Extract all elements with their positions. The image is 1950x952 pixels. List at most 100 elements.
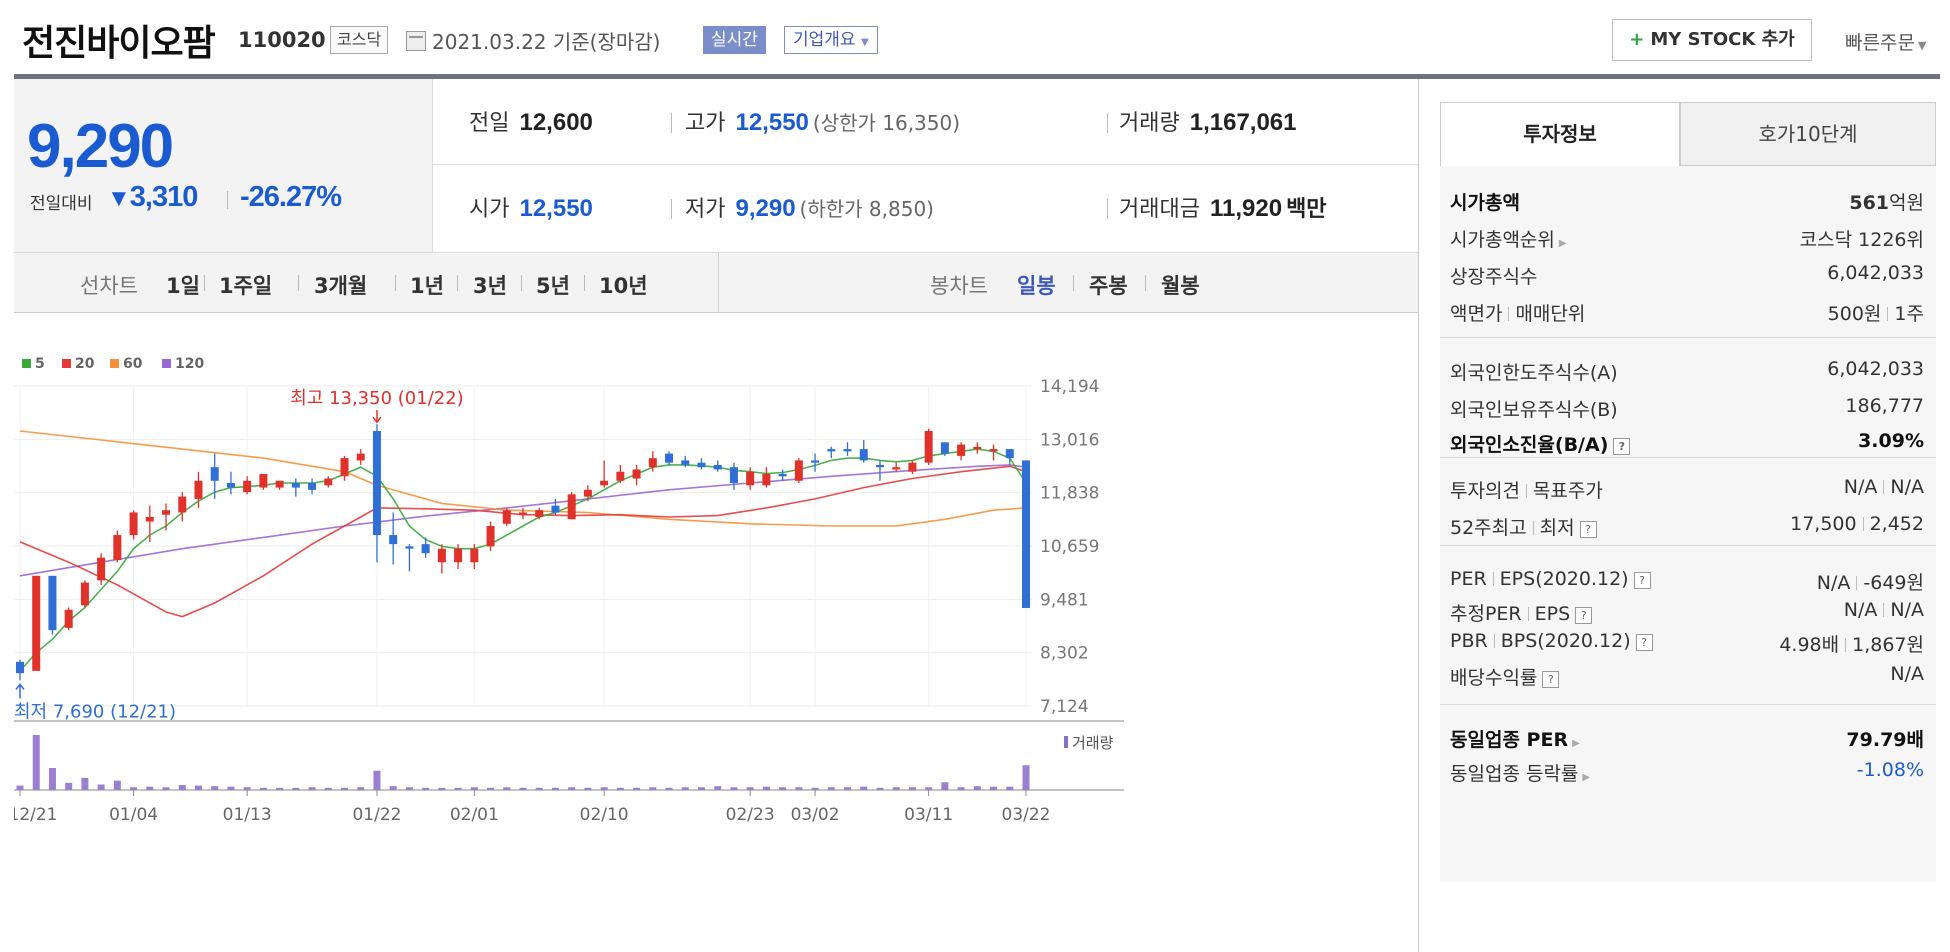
- high-label: 고가: [685, 111, 726, 136]
- chart-svg: 5 20 60 120 14,194 13,016 11,838 10,659 9,481 8,3…: [14, 356, 1124, 825]
- est-eps-text: EPS: [1534, 603, 1571, 625]
- dividend-text: 배당수익률: [1450, 667, 1538, 689]
- ma120-line: [19, 464, 1027, 577]
- divider: [298, 275, 299, 291]
- panel-divider: [1418, 79, 1419, 952]
- tab-invest-info[interactable]: 투자정보: [1440, 102, 1680, 166]
- trade-unit-text: 매매단위: [1515, 303, 1586, 325]
- help-icon[interactable]: ?: [1613, 438, 1631, 455]
- realtime-button[interactable]: 실시간: [703, 26, 766, 54]
- foreign-ratio-label: 외국인소진율(B/A)?: [1450, 430, 1631, 457]
- volume-cell: 거래량 1,167,061: [1119, 105, 1297, 137]
- candle-body: [210, 467, 219, 481]
- candle-body: [924, 430, 933, 463]
- help-icon[interactable]: ?: [1542, 671, 1560, 688]
- period-1y[interactable]: 1년: [410, 274, 444, 298]
- divider: [718, 253, 719, 313]
- row-divider: [433, 252, 1418, 253]
- candle-body: [1005, 449, 1014, 459]
- foreign-ratio-row: 외국인소진율(B/A)? 3.09%: [1450, 430, 1924, 460]
- period-3m[interactable]: 3개월: [314, 274, 368, 298]
- help-icon[interactable]: ?: [1579, 521, 1597, 538]
- x-tick-label: 02/01: [450, 805, 499, 825]
- market-cap-rank-row[interactable]: 시가총액순위 ▶ 코스닥 1226위: [1450, 225, 1924, 255]
- volume-label: 거래량: [1119, 111, 1180, 136]
- tab-orderbook-10[interactable]: 호가10단계: [1680, 102, 1936, 166]
- period-1w[interactable]: 1주일: [219, 274, 273, 298]
- invest-info-body: 시가총액 561억원 시가총액순위 ▶ 코스닥 1226위 상장주식수 6,042…: [1440, 166, 1936, 882]
- help-icon[interactable]: ?: [1635, 634, 1653, 651]
- divider: [1883, 603, 1885, 617]
- period-1d[interactable]: 1일: [166, 274, 200, 298]
- listed-shares-label: 상장주식수: [1450, 266, 1538, 288]
- industry-section: 동일업종 PER ▶ 79.79배 동일업종 등락률 ▶ -1.08%: [1440, 705, 1936, 795]
- quick-order-button[interactable]: 빠른주문 ▼: [1845, 28, 1926, 55]
- candle-body: [794, 460, 803, 481]
- candle-body: [811, 460, 820, 463]
- x-tick-label: 03/02: [791, 805, 840, 825]
- help-icon[interactable]: ?: [1575, 607, 1593, 624]
- lower-limit: (하한가 8,850): [799, 197, 934, 221]
- volume-bar: [438, 787, 446, 790]
- pbr-value: 4.98배 1,867원: [1779, 630, 1924, 657]
- period-5y[interactable]: 5년: [536, 274, 570, 298]
- volume-bar: [714, 786, 722, 790]
- pbr-text: PBR: [1450, 630, 1488, 652]
- price-summary-table: 전일 12,600 고가 12,550 (상한가 16,350) 거래량 1,167,0…: [433, 79, 1418, 253]
- add-my-stock-label: MY STOCK 추가: [1650, 29, 1795, 50]
- divider: [395, 275, 396, 291]
- candle-body: [892, 467, 901, 470]
- industry-per-row[interactable]: 동일업종 PER ▶ 79.79배: [1450, 725, 1924, 755]
- line-chart-label: 선차트: [80, 274, 138, 298]
- low-cell: 저가 9,290 (하한가 8,850): [685, 191, 934, 223]
- divider: [457, 275, 458, 291]
- week52-low-text: 최저: [1539, 517, 1575, 539]
- industry-per-text: 동일업종 PER: [1450, 729, 1569, 751]
- volume-bar: [487, 787, 495, 790]
- candle-body: [940, 442, 949, 454]
- company-overview-label: 기업개요: [793, 30, 856, 50]
- candle-daily[interactable]: 일봉: [1017, 274, 1056, 298]
- y-tick-label: 14,194: [1040, 377, 1099, 397]
- add-my-stock-button[interactable]: + MY STOCK 추가: [1612, 19, 1812, 61]
- candle-body: [827, 449, 836, 452]
- candle-body: [97, 557, 106, 581]
- volume-bar: [48, 768, 56, 790]
- open-label: 시가: [469, 197, 510, 222]
- volume-bar: [357, 787, 365, 790]
- market-cap-unit: 억원: [1889, 192, 1924, 214]
- volume-bar: [762, 786, 770, 790]
- low-label: 저가: [685, 197, 726, 222]
- pbr-row: PBR BPS(2020.12)? 4.98배 1,867원: [1450, 630, 1924, 660]
- period-10y[interactable]: 10년: [599, 274, 648, 298]
- industry-change-row[interactable]: 동일업종 등락률 ▶ -1.08%: [1450, 759, 1924, 789]
- volume-bar: [844, 787, 852, 790]
- legend-label: 20: [75, 356, 95, 372]
- eps-text: EPS(2020.12): [1499, 568, 1629, 590]
- candle-body: [340, 458, 349, 477]
- candle-body: [113, 535, 122, 560]
- volume-bar: [957, 787, 965, 790]
- volume-bar: [730, 787, 738, 790]
- divider: [1145, 275, 1146, 291]
- amount-label: 거래대금: [1119, 197, 1200, 222]
- candlestick-chart[interactable]: 5 20 60 120 14,194 13,016 11,838 10,659 9,481 8,3…: [14, 313, 1418, 952]
- industry-change-value: -1.08%: [1856, 759, 1924, 781]
- volume-bar: [584, 787, 592, 790]
- divider: [1532, 521, 1534, 535]
- period-3y[interactable]: 3년: [473, 274, 507, 298]
- amount-value: 11,920: [1209, 195, 1283, 222]
- candle-body: [178, 496, 187, 513]
- volume-bar: [697, 787, 705, 790]
- legend-swatch: [110, 359, 119, 368]
- candle-monthly[interactable]: 월봉: [1161, 274, 1200, 298]
- par-value-text: 액면가: [1450, 303, 1503, 325]
- divider: [204, 275, 205, 291]
- candle-body: [713, 464, 722, 470]
- candle-weekly[interactable]: 주봉: [1089, 274, 1128, 298]
- help-icon[interactable]: ?: [1633, 572, 1651, 589]
- y-tick-label: 10,659: [1040, 537, 1099, 557]
- per-value: N/A -649원: [1817, 568, 1924, 595]
- foreign-holding-value: 186,777: [1845, 395, 1924, 417]
- company-overview-button[interactable]: 기업개요 ▼: [784, 26, 878, 54]
